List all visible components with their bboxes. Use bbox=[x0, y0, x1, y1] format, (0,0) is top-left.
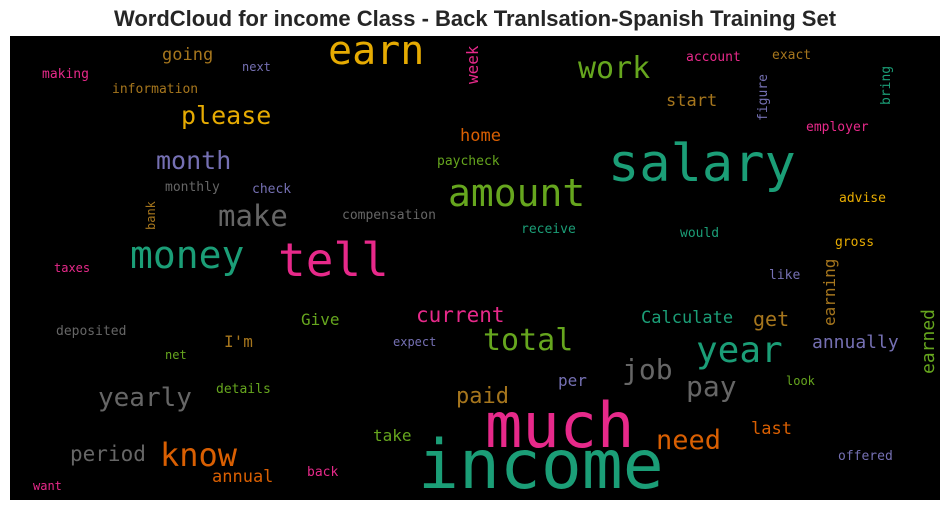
word-next: next bbox=[242, 60, 271, 74]
word-period: period bbox=[70, 442, 146, 466]
word-earning: earning bbox=[820, 259, 839, 326]
word-details: details bbox=[216, 382, 271, 397]
word-employer: employer bbox=[806, 120, 869, 135]
word-annually: annually bbox=[812, 332, 899, 353]
word-back: back bbox=[307, 465, 338, 480]
word-making: making bbox=[42, 67, 89, 82]
word-week: week bbox=[463, 45, 482, 84]
word-going: going bbox=[162, 45, 213, 65]
word-start: start bbox=[666, 91, 717, 111]
word-i-m: I'm bbox=[224, 332, 253, 351]
word-would: would bbox=[680, 226, 719, 241]
word-need: need bbox=[656, 425, 721, 456]
word-annual: annual bbox=[212, 467, 273, 487]
word-expect: expect bbox=[393, 335, 436, 349]
word-look: look bbox=[786, 374, 816, 388]
word-pay: pay bbox=[686, 370, 737, 403]
word-calculate: Calculate bbox=[641, 308, 733, 328]
word-taxes: taxes bbox=[54, 261, 90, 275]
word-tell: tell bbox=[278, 233, 389, 287]
word-work: work bbox=[578, 51, 650, 86]
word-deposited: deposited bbox=[56, 324, 126, 339]
word-offered: offered bbox=[838, 449, 893, 464]
word-cloud-canvas: income much salary tell earn amount money year k… bbox=[10, 36, 940, 500]
word-home: home bbox=[460, 126, 501, 146]
word-information: information bbox=[112, 82, 198, 97]
word-net: net bbox=[165, 348, 187, 362]
word-compensation: compensation bbox=[342, 208, 436, 223]
word-figure: figure bbox=[756, 74, 771, 121]
word-check: check bbox=[252, 182, 291, 197]
word-advise: advise bbox=[839, 191, 886, 206]
word-exact: exact bbox=[772, 48, 811, 63]
word-job: job bbox=[622, 353, 673, 386]
word-bank: bank bbox=[144, 200, 158, 230]
word-earned: earned bbox=[918, 309, 939, 374]
word-paid: paid bbox=[456, 384, 509, 409]
word-gross: gross bbox=[835, 235, 874, 250]
word-current: current bbox=[416, 303, 505, 327]
word-year: year bbox=[696, 330, 783, 371]
word-last: last bbox=[751, 419, 792, 439]
word-want: want bbox=[33, 479, 62, 493]
word-earn: earn bbox=[328, 36, 424, 74]
word-yearly: yearly bbox=[98, 383, 192, 413]
word-amount: amount bbox=[448, 171, 585, 215]
word-bring: bring bbox=[879, 66, 894, 105]
word-account: account bbox=[686, 50, 741, 65]
word-get: get bbox=[753, 307, 789, 331]
word-know: know bbox=[160, 436, 238, 474]
word-total: total bbox=[483, 323, 573, 358]
word-monthly: monthly bbox=[165, 180, 220, 195]
word-make: make bbox=[218, 199, 288, 233]
word-paycheck: paycheck bbox=[437, 154, 500, 169]
word-take: take bbox=[373, 426, 412, 445]
word-salary: salary bbox=[608, 134, 796, 194]
word-per: per bbox=[558, 371, 587, 390]
word-income: income bbox=[418, 426, 664, 500]
word-receive: receive bbox=[521, 222, 576, 237]
word-give: Give bbox=[301, 310, 340, 329]
word-like: like bbox=[769, 268, 800, 283]
chart-title: WordCloud for income Class - Back Tranls… bbox=[113, 6, 837, 31]
word-money: money bbox=[130, 233, 244, 277]
word-please: please bbox=[181, 101, 271, 130]
word-month: month bbox=[156, 146, 231, 175]
word-much: much bbox=[485, 389, 634, 462]
